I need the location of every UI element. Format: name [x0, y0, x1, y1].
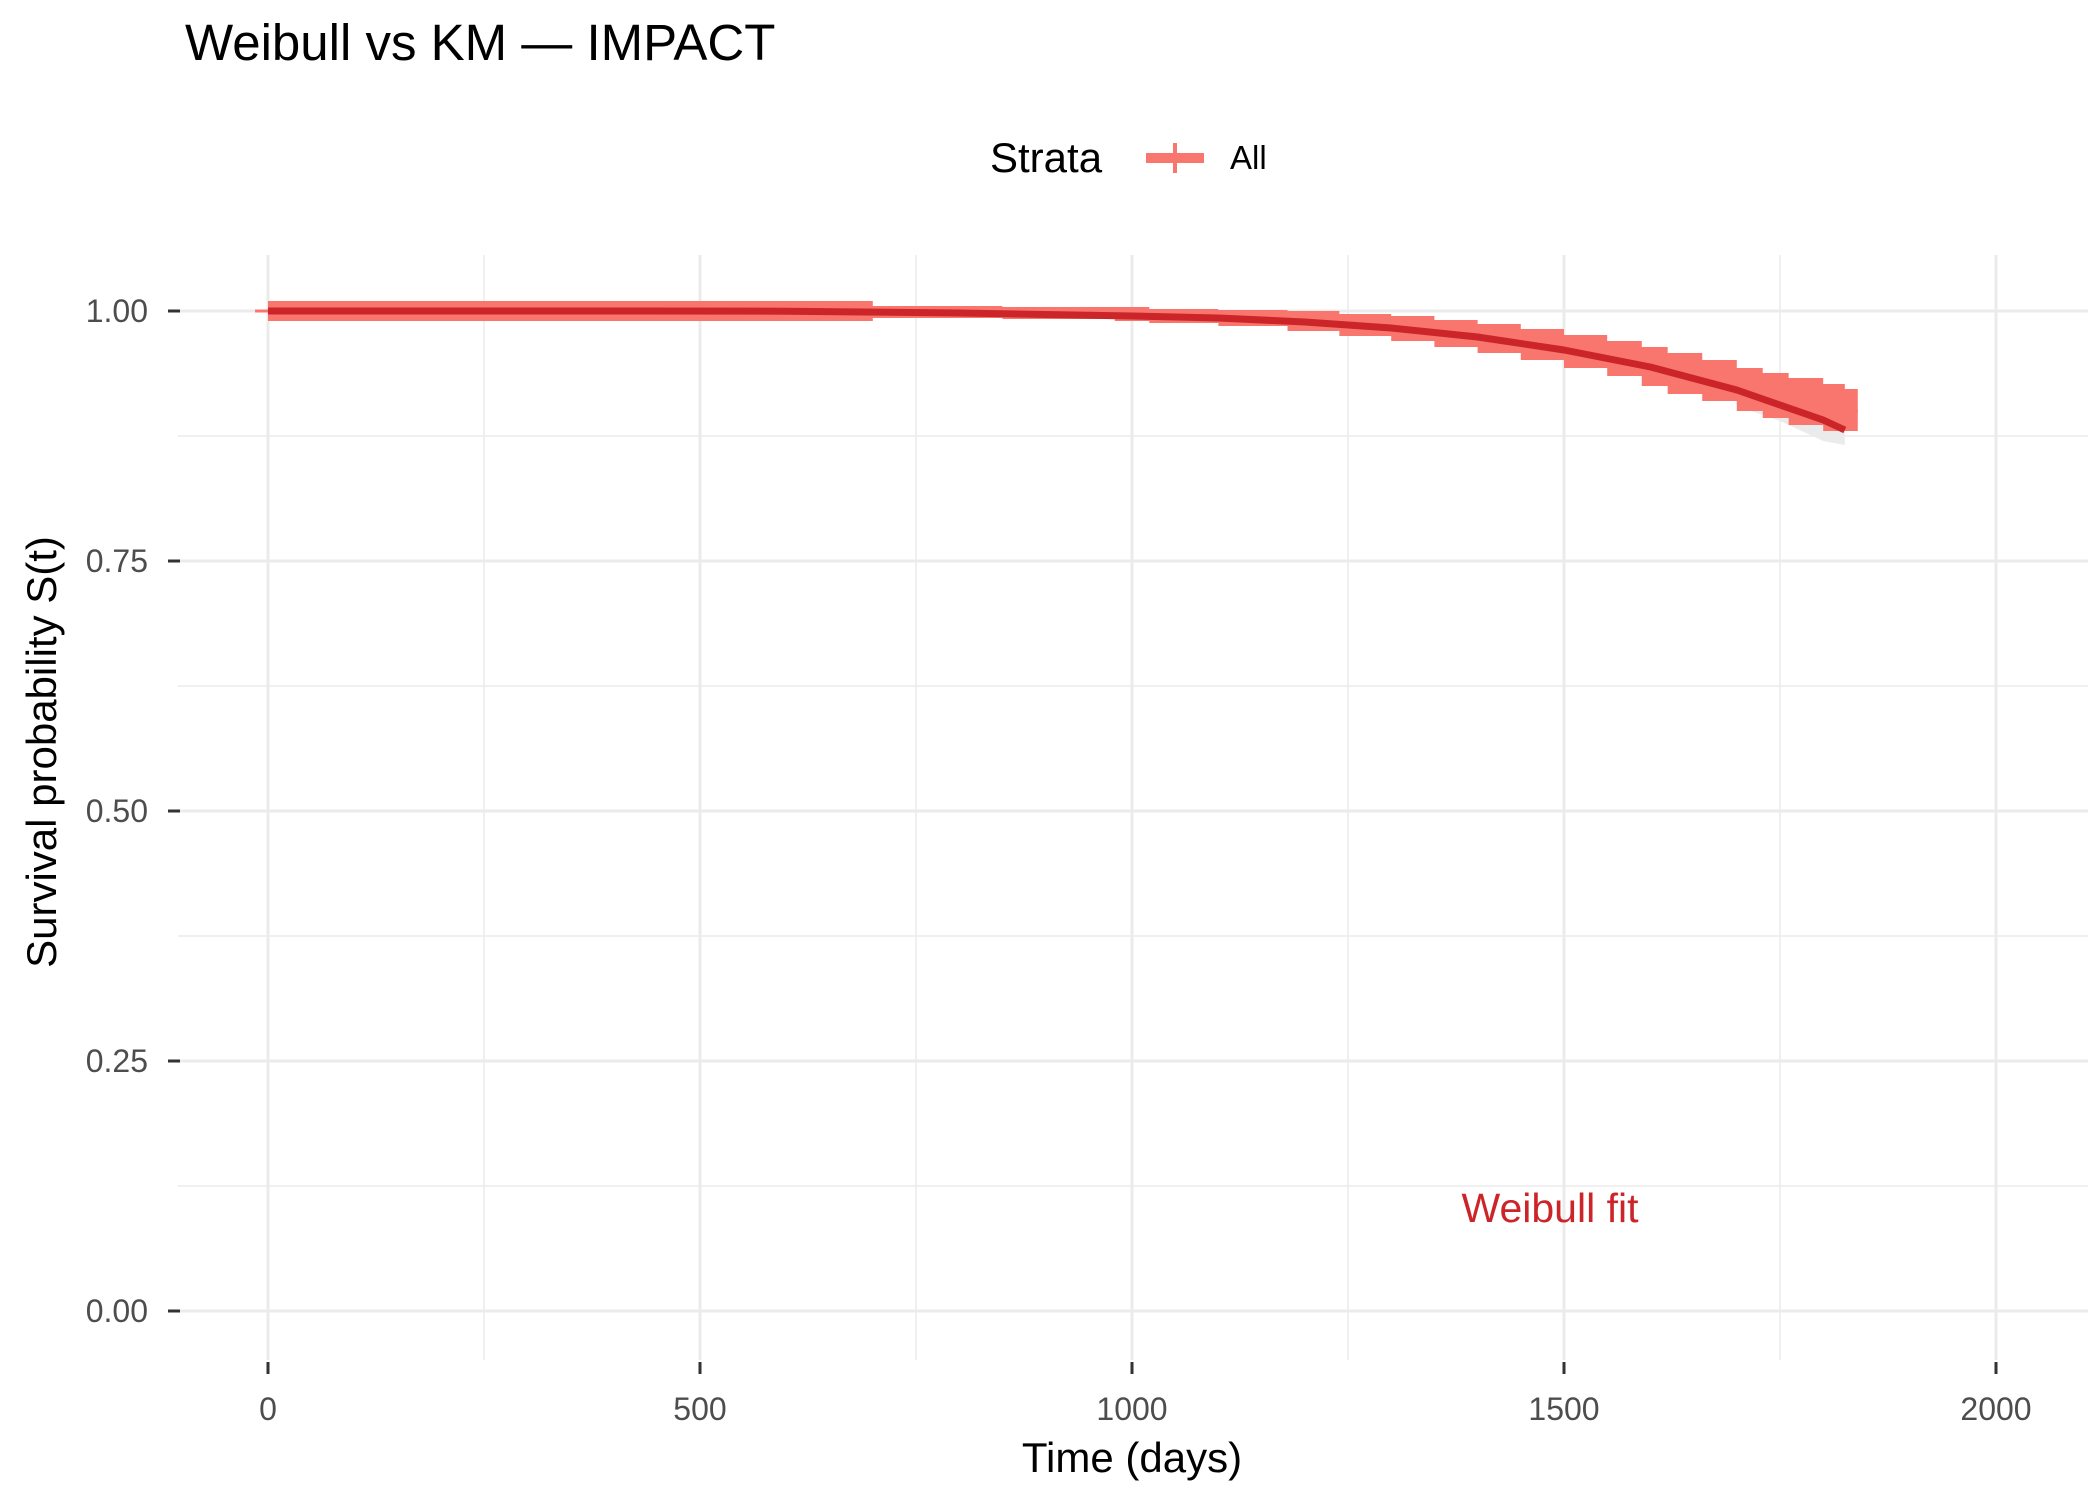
y-tick-label: 0.25 — [86, 1043, 148, 1079]
x-tick-label: 500 — [673, 1391, 726, 1427]
weibull-fit-annotation: Weibull fit — [1462, 1185, 1640, 1231]
x-tick-label: 1000 — [1096, 1391, 1167, 1427]
x-tick-label: 1500 — [1528, 1391, 1599, 1427]
legend: Strata All — [990, 134, 1267, 181]
chart-title: Weibull vs KM — IMPACT — [185, 14, 775, 71]
x-tick-label: 2000 — [1960, 1391, 2031, 1427]
axes: 0.00 0.25 0.50 0.75 1.00 0 500 1000 1500 2000 — [86, 293, 2032, 1427]
x-tick-label: 0 — [259, 1391, 277, 1427]
legend-label-all: All — [1230, 139, 1267, 176]
plot-marks — [255, 301, 1858, 445]
y-axis-title: Survival probability S(t) — [18, 536, 65, 968]
legend-title: Strata — [990, 134, 1103, 181]
y-tick-label: 1.00 — [86, 293, 148, 329]
weibull-fit-line — [268, 307, 1847, 434]
y-tick-label: 0.75 — [86, 543, 148, 579]
x-axis-title: Time (days) — [1022, 1434, 1242, 1481]
y-tick-label: 0.50 — [86, 793, 148, 829]
legend-key-all — [1146, 143, 1204, 173]
y-tick-label: 0.00 — [86, 1293, 148, 1329]
km-ci-band — [268, 301, 1858, 431]
